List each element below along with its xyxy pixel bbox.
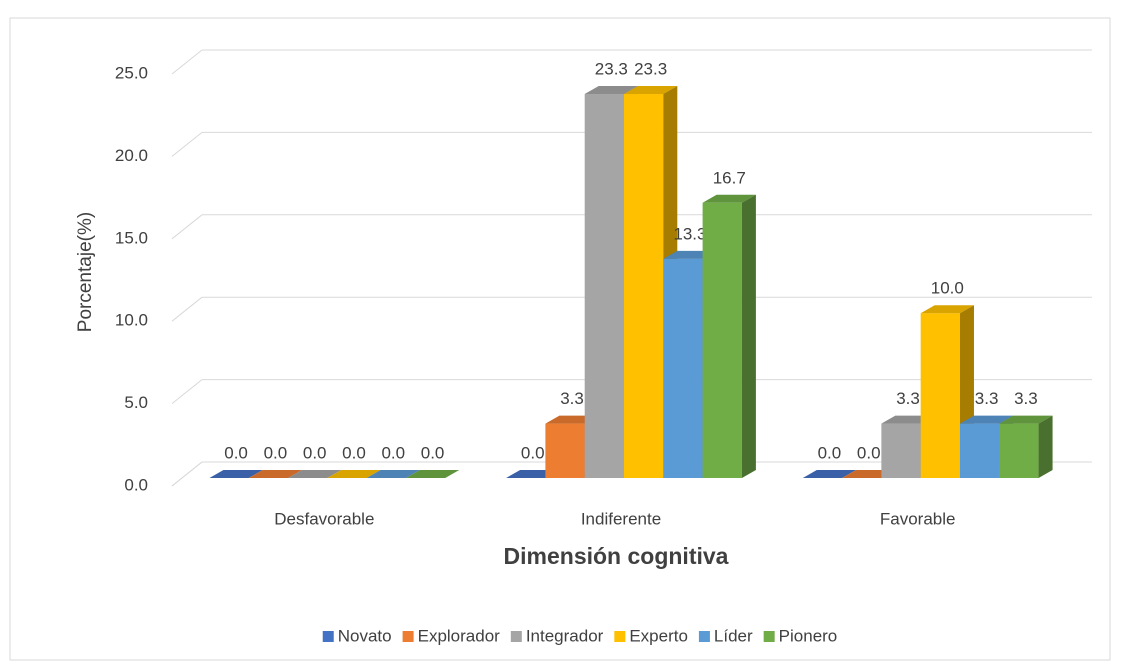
bar-front	[920, 313, 960, 478]
grid-line-side	[171, 296, 203, 322]
legend-swatch	[402, 631, 414, 642]
grid-line-side	[171, 214, 203, 240]
bar-top	[702, 194, 756, 203]
bar-front	[702, 202, 742, 478]
y-tick-label: 15.0	[115, 228, 148, 247]
bar-front	[584, 94, 624, 479]
value-label: 0.0	[342, 443, 366, 462]
value-label: 13.3	[673, 224, 706, 243]
bar-side	[1038, 415, 1053, 478]
bar-top	[584, 86, 638, 95]
y-tick-label: 0.0	[124, 475, 148, 494]
bar-top	[920, 305, 974, 314]
value-label: 16.7	[713, 168, 746, 187]
y-tick-label: 10.0	[115, 311, 148, 330]
bar-front	[545, 423, 585, 478]
bar	[209, 470, 263, 478]
value-label: 3.3	[896, 389, 920, 408]
bar	[248, 470, 303, 478]
bar	[366, 470, 420, 478]
value-label: 10.0	[931, 279, 964, 298]
bar-top	[999, 415, 1053, 424]
bar-top	[624, 86, 678, 95]
legend-swatch	[510, 631, 522, 642]
bar-top	[248, 470, 303, 478]
bar-front	[624, 94, 664, 479]
legend-label: Explorador	[418, 626, 501, 645]
bar-front	[881, 423, 921, 478]
x-tick-label: Favorable	[880, 509, 956, 528]
legend-item: Pionero	[763, 626, 838, 645]
bar-top	[327, 470, 381, 478]
bar-top	[366, 470, 420, 478]
legend-swatch	[614, 631, 626, 642]
grid-line-side	[171, 132, 203, 157]
value-label: 3.3	[1014, 389, 1038, 408]
legend-swatch	[763, 631, 775, 642]
grid-line-side	[171, 49, 203, 75]
legend-label: Novato	[338, 626, 392, 645]
value-label: 3.3	[975, 389, 999, 408]
y-tick-label: 20.0	[115, 146, 148, 165]
bar	[327, 470, 381, 478]
legend-item: Explorador	[402, 626, 501, 645]
bar	[702, 194, 756, 478]
legend-item: Líder	[698, 626, 753, 645]
x-axis-title: Dimensión cognitiva	[504, 543, 729, 569]
bar-front	[663, 258, 703, 478]
bar	[802, 470, 857, 478]
value-label: 0.0	[303, 443, 327, 462]
legend-label: Pionero	[779, 626, 838, 645]
value-label: 0.0	[521, 443, 545, 462]
value-label: 23.3	[634, 60, 667, 79]
value-label: 0.0	[818, 443, 842, 462]
y-tick-label: 25.0	[115, 63, 148, 82]
bar-front	[959, 423, 1000, 478]
x-tick-label: Desfavorable	[274, 509, 374, 528]
bar	[999, 415, 1053, 478]
bar-top	[209, 470, 263, 478]
legend-item: Experto	[614, 626, 688, 645]
bar-side	[741, 194, 756, 478]
bar	[405, 470, 460, 478]
value-label: 0.0	[421, 443, 445, 462]
bar-top	[802, 470, 857, 478]
value-label: 0.0	[224, 443, 248, 462]
bar-top	[405, 470, 460, 478]
bar-front	[999, 423, 1039, 478]
legend-label: Líder	[714, 626, 753, 645]
x-tick-label: Indiferente	[581, 509, 661, 528]
bar-top	[959, 415, 1014, 424]
legend-swatch	[322, 631, 334, 642]
legend-item: Novato	[322, 626, 392, 645]
y-tick-label: 5.0	[124, 393, 148, 412]
value-label: 0.0	[381, 443, 405, 462]
legend-label: Experto	[629, 626, 688, 645]
legend-label: Integrador	[526, 626, 604, 645]
legend-item: Integrador	[510, 626, 604, 645]
value-label: 3.3	[560, 389, 584, 408]
grid-line-side	[171, 379, 203, 404]
legend-swatch	[698, 631, 710, 642]
bar	[288, 470, 342, 478]
value-label: 0.0	[857, 443, 881, 462]
bar-top	[288, 470, 342, 478]
y-axis-title: Porcentaje(%)	[75, 212, 96, 332]
value-label: 23.3	[595, 60, 628, 79]
value-label: 0.0	[264, 443, 288, 462]
grid-line-side	[171, 461, 203, 487]
